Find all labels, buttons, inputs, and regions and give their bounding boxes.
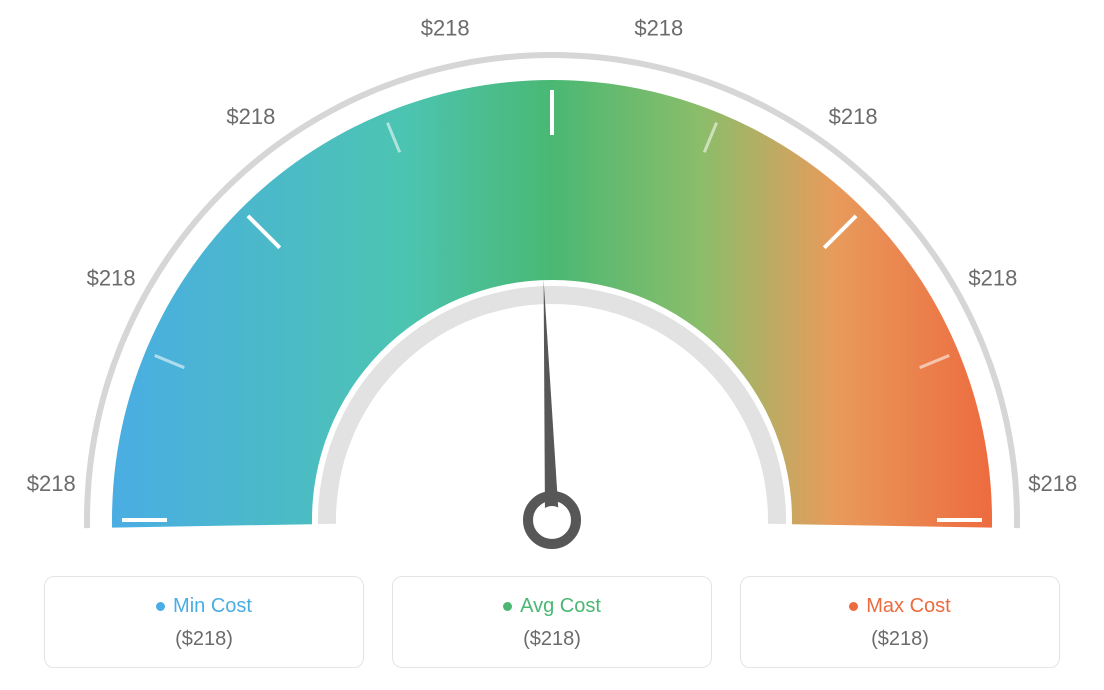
svg-text:$218: $218 [27, 471, 76, 496]
legend-label-line: Avg Cost [405, 595, 699, 618]
legend-value-max: ($218) [753, 628, 1047, 651]
legend-value-avg: ($218) [405, 628, 699, 651]
legend-dot-max [849, 602, 858, 611]
legend-label-min: Min Cost [173, 595, 252, 618]
gauge-chart: $218 $218 $218 $218 $218 $218 $218 $218 [0, 0, 1104, 570]
legend-label-line: Min Cost [57, 595, 351, 618]
legend-card-min: Min Cost ($218) [44, 576, 364, 668]
svg-text:$218: $218 [1028, 471, 1077, 496]
legend-card-max: Max Cost ($218) [740, 576, 1060, 668]
gauge-svg: $218 $218 $218 $218 $218 $218 $218 $218 [0, 0, 1104, 570]
svg-text:$218: $218 [968, 266, 1017, 291]
legend-value-min: ($218) [57, 628, 351, 651]
svg-text:$218: $218 [634, 15, 683, 40]
svg-text:$218: $218 [87, 266, 136, 291]
legend-card-avg: Avg Cost ($218) [392, 576, 712, 668]
svg-text:$218: $218 [829, 104, 878, 129]
legend-row: Min Cost ($218) Avg Cost ($218) Max Cost… [0, 576, 1104, 668]
legend-label-max: Max Cost [866, 595, 950, 618]
legend-dot-avg [503, 602, 512, 611]
svg-text:$218: $218 [421, 15, 470, 40]
legend-label-line: Max Cost [753, 595, 1047, 618]
svg-text:$218: $218 [226, 104, 275, 129]
legend-label-avg: Avg Cost [520, 595, 601, 618]
legend-dot-min [156, 602, 165, 611]
